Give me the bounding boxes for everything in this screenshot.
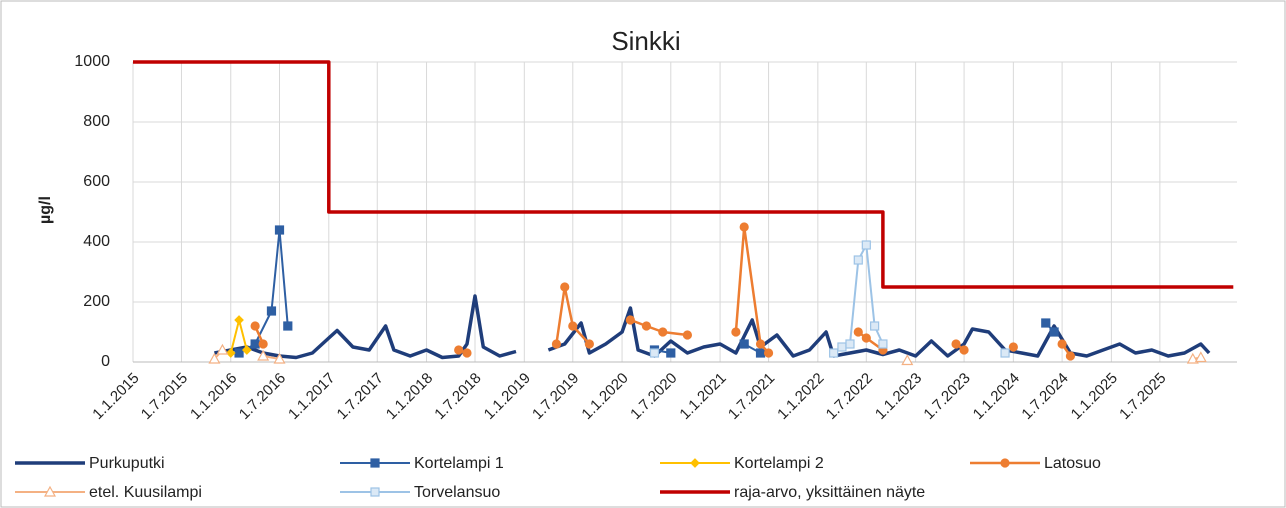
series-line [214,294,1211,360]
marker [454,345,464,355]
y-tick-label: 1000 [74,53,110,70]
marker [208,352,221,364]
marker [901,354,914,366]
marker [250,339,260,349]
marker [755,348,766,358]
marker [666,348,676,358]
marker [763,348,774,358]
marker [568,321,578,331]
marker [1000,348,1010,358]
y-tick-label: 200 [83,293,110,310]
legend-label: raja-arvo, yksittäinen näyte [734,484,925,501]
marker [551,339,562,349]
legend-label: etel. Kuusilampi [89,484,202,501]
y-tick-label: 400 [83,233,110,250]
marker [241,345,252,355]
marker [658,327,668,337]
marker [853,327,863,337]
marker [225,348,236,358]
marker [1186,352,1199,364]
marker [273,352,286,364]
marker [739,339,749,349]
marker [1008,342,1018,352]
marker [257,349,270,361]
y-axis-label: µg/l [37,196,54,224]
marker [234,348,244,358]
marker [755,339,766,349]
marker [731,327,741,337]
legend-label: Purkuputki [89,455,165,472]
marker [43,485,57,497]
y-tick-label: 600 [83,173,110,190]
marker [690,458,700,468]
legend-label: Kortelampi 2 [734,455,824,472]
marker [462,348,472,358]
marker [584,339,594,349]
marker [1000,458,1010,468]
marker [274,225,285,235]
marker [739,222,749,232]
marker [1065,351,1076,361]
marker [649,348,660,358]
marker [1049,327,1059,337]
marker [959,345,969,355]
marker [258,339,268,349]
marker [370,458,380,468]
marker [861,333,871,343]
marker [560,282,570,292]
y-tick-label: 800 [83,113,110,130]
marker [1041,318,1051,328]
marker [1057,339,1067,349]
marker [861,240,871,250]
legend-label: Torvelansuo [414,484,500,501]
series-line [133,60,1234,289]
chart-title: Sinkki [611,26,680,56]
marker [283,321,293,331]
marker [845,339,855,349]
legend-label: Latosuo [1044,455,1101,472]
marker [234,315,244,325]
marker [870,321,880,331]
marker [878,339,888,349]
legend-label: Kortelampi 1 [414,455,504,472]
marker [951,339,961,349]
marker [266,306,277,316]
marker [625,315,635,325]
marker [216,343,229,355]
marker [250,321,260,331]
marker [853,255,863,265]
marker [641,321,652,331]
marker [682,330,693,340]
marker [370,487,380,497]
marker [837,342,847,352]
marker [829,348,839,358]
y-tick-label: 0 [101,353,110,370]
marker [1194,351,1207,363]
